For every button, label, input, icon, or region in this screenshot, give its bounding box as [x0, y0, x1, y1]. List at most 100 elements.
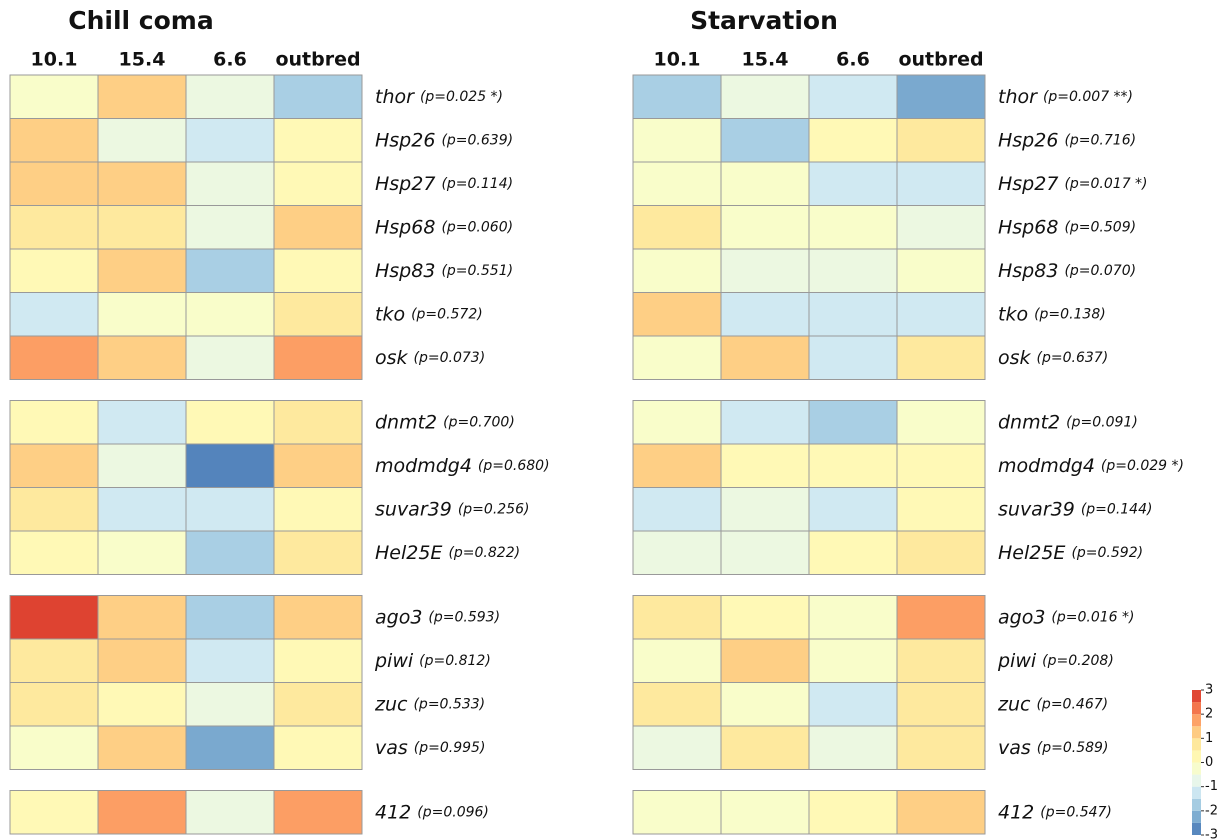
p-value: (p=0.070) [1064, 263, 1136, 279]
colorbar-bin [1192, 738, 1201, 751]
heat-cell [632, 118, 722, 163]
heat-cell [808, 530, 898, 575]
heat-cell [720, 530, 810, 575]
p-value: (p=0.029 *) [1101, 458, 1184, 474]
heat-cell [896, 400, 986, 445]
heat-cell [896, 595, 986, 640]
p-value: (p=0.007 **) [1043, 89, 1133, 105]
colorbar-label: 2 [1205, 707, 1213, 722]
p-value: (p=0.700) [443, 414, 515, 430]
heat-cell [97, 443, 187, 488]
heat-cell [808, 292, 898, 337]
heat-cell [97, 118, 187, 163]
p-value: (p=0.096) [417, 804, 489, 820]
heat-cell [720, 118, 810, 163]
heat-cell [720, 725, 810, 770]
gene-name: suvar39 [998, 498, 1075, 520]
p-value: (p=0.822) [448, 545, 520, 561]
row-label: modmdg4 (p=0.680) [375, 454, 550, 476]
p-value: (p=0.138) [1034, 306, 1106, 322]
p-value: (p=0.639) [441, 132, 513, 148]
heat-cell [185, 248, 275, 293]
gene-name: suvar39 [375, 498, 452, 520]
p-value: (p=0.995) [414, 740, 486, 756]
heat-cell [273, 400, 363, 445]
gene-name: ago3 [998, 606, 1045, 628]
heat-cell [97, 638, 187, 683]
heat-cell [9, 725, 99, 770]
row-label: suvar39 (p=0.144) [998, 498, 1152, 520]
row-label: Hsp26 (p=0.639) [375, 129, 513, 151]
heat-cell [808, 638, 898, 683]
heat-cell [9, 161, 99, 206]
gene-name: thor [998, 85, 1038, 107]
heat-cell [808, 335, 898, 380]
row-label: Hsp27 (p=0.017 *) [998, 172, 1148, 194]
column-label: outbred [898, 49, 983, 71]
heat-cell [632, 292, 722, 337]
colorbar-label: 1 [1205, 731, 1213, 746]
gene-name: Hsp83 [375, 259, 435, 281]
heat-cell [9, 443, 99, 488]
heat-cell [632, 205, 722, 250]
colorbar-bin [1192, 702, 1201, 715]
p-value: (p=0.025 *) [420, 89, 503, 105]
row-label: osk (p=0.637) [998, 346, 1108, 368]
colorbar-bin [1192, 822, 1201, 835]
colorbar-bin [1192, 786, 1201, 799]
p-value: (p=0.016 *) [1051, 609, 1134, 625]
row-label: dnmt2 (p=0.700) [375, 411, 515, 433]
gene-name: thor [375, 85, 415, 107]
heat-cell [720, 292, 810, 337]
p-value: (p=0.060) [441, 219, 513, 235]
heat-cell [632, 487, 722, 532]
gene-name: osk [375, 346, 409, 368]
heat-cell [808, 161, 898, 206]
heat-cell [632, 725, 722, 770]
heat-cell [808, 400, 898, 445]
colorbar-bin [1192, 798, 1201, 811]
gene-name: zuc [374, 693, 408, 715]
gene-name: vas [375, 736, 408, 758]
gene-name: modmdg4 [375, 454, 472, 476]
heat-cell [808, 725, 898, 770]
heat-cell [97, 400, 187, 445]
gene-name: tko [375, 303, 405, 325]
row-label: piwi (p=0.208) [997, 649, 1114, 671]
heat-cell [97, 595, 187, 640]
p-value: (p=0.091) [1066, 414, 1138, 430]
gene-name: piwi [374, 649, 414, 671]
gene-name: Hel25E [375, 541, 442, 563]
heat-cell [273, 530, 363, 575]
gene-name: vas [998, 736, 1031, 758]
heat-cell [273, 205, 363, 250]
gene-name: Hsp26 [998, 129, 1058, 151]
p-value: (p=0.509) [1064, 219, 1136, 235]
row-label: modmdg4 (p=0.029 *) [998, 454, 1184, 476]
heat-cell [185, 400, 275, 445]
heat-cell [720, 335, 810, 380]
colorbar-bin [1192, 726, 1201, 739]
p-value: (p=0.812) [419, 653, 491, 669]
heat-cell [185, 335, 275, 380]
heat-cell [185, 487, 275, 532]
gene-name: piwi [997, 649, 1037, 671]
heat-cell [9, 790, 99, 835]
row-label: Hsp68 (p=0.509) [998, 216, 1136, 238]
colorbar-label: 3 [1205, 683, 1213, 698]
row-label: Hel25E (p=0.592) [998, 541, 1143, 563]
row-label: ago3 (p=0.593) [375, 606, 500, 628]
row-label: thor (p=0.025 *) [375, 85, 503, 107]
heat-cell [185, 443, 275, 488]
heat-cell [720, 443, 810, 488]
heat-cell [808, 248, 898, 293]
gene-name: dnmt2 [375, 411, 437, 433]
heat-cell [896, 248, 986, 293]
heat-cell [273, 595, 363, 640]
row-label: vas (p=0.995) [375, 736, 485, 758]
heat-cell [97, 292, 187, 337]
heat-cell [896, 443, 986, 488]
heat-cell [720, 638, 810, 683]
colorbar-label: -2 [1205, 803, 1218, 818]
